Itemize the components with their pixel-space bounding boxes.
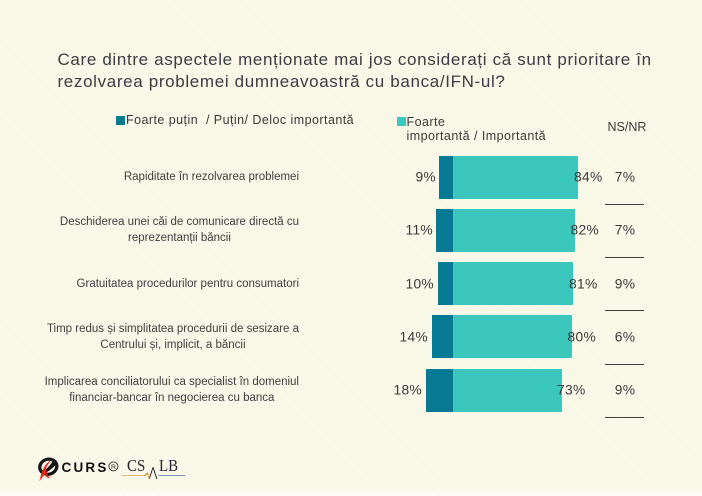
svg-text:R: R [111,464,116,471]
